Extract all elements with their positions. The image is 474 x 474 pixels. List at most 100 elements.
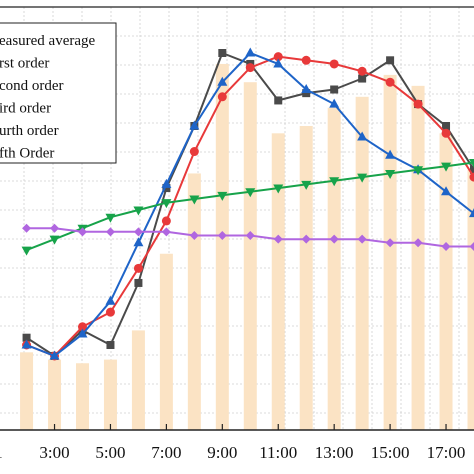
bar-measured-average [271,133,285,430]
marker-first-order [470,165,474,174]
marker-fifth-order [357,234,367,244]
plot-area [20,47,474,430]
x-tick-label: 7:00 [151,443,181,462]
marker-fourth-order [217,191,228,201]
x-tick-label: 11:00 [259,443,297,462]
bars [20,63,474,430]
marker-first-order [218,49,227,57]
marker-fifth-order [413,238,423,248]
marker-fourth-order [329,177,340,187]
x-tick-label: 13:00 [315,443,354,462]
marker-second-order [469,172,474,182]
marker-fourth-order [161,199,172,209]
marker-fifth-order [161,227,171,237]
legend-label-third-order: ird order [0,101,51,117]
legend: easured average rst order cond order ird or… [0,22,117,164]
marker-first-order [274,96,283,105]
marker-second-order [105,307,115,317]
bar-measured-average [20,352,34,430]
marker-fifth-order [50,223,60,233]
marker-third-order [217,76,228,86]
x-tick-label: 9:00 [207,443,237,462]
marker-second-order [441,128,451,138]
marker-third-order [245,47,256,57]
bar-measured-average [131,330,145,430]
marker-second-order [357,66,367,76]
marker-fourth-order [189,195,200,205]
marker-fourth-order [105,213,116,223]
marker-fourth-order [413,166,424,176]
marker-third-order [133,237,144,247]
marker-second-order [245,63,255,73]
marker-fifth-order [441,241,451,251]
bar-measured-average [383,74,397,430]
marker-fourth-order [245,188,256,198]
bar-measured-average [355,96,369,430]
marker-second-order [217,92,227,102]
marker-fourth-order [385,169,396,179]
marker-third-order [21,339,32,349]
legend-label-second-order: cond order [0,78,64,94]
marker-second-order [301,55,311,65]
marker-fourth-order [133,206,144,216]
marker-fourth-order [357,173,368,183]
bar-measured-average [215,63,229,430]
bar-measured-average [103,359,117,430]
bar-measured-average [299,126,313,430]
marker-second-order [273,52,283,62]
marker-first-order [302,89,311,98]
marker-second-order [385,77,395,87]
series-fifth-order [22,223,474,251]
marker-fifth-order [245,231,255,240]
marker-third-order [301,84,312,93]
bar-measured-average [159,253,173,430]
marker-third-order [385,149,396,159]
bar-measured-average [411,85,425,430]
marker-third-order [441,186,452,196]
marker-first-order [386,56,395,65]
marker-fourth-order [49,235,60,245]
marker-first-order [22,333,31,342]
x-tick-label: 5:00 [95,443,125,462]
marker-first-order [330,85,339,94]
bar-measured-average [467,169,474,430]
bar-measured-average [439,133,453,430]
marker-fifth-order [217,231,227,240]
legend-box [0,22,117,164]
marker-fifth-order [469,241,474,251]
marker-fifth-order [189,231,199,240]
marker-fifth-order [22,223,32,233]
marker-fifth-order [77,227,87,237]
marker-second-order [77,322,87,332]
series-lines [21,47,474,361]
bar-measured-average [327,107,341,430]
legend-label-fifth-order: fth Order [0,146,54,162]
marker-third-order [49,350,60,360]
marker-fourth-order [301,180,312,190]
marker-second-order [189,147,199,157]
x-tick-label: 15:00 [371,443,410,462]
marker-third-order [77,328,88,338]
marker-fifth-order [273,234,283,244]
series-third-order [21,47,474,360]
bar-measured-average [243,82,257,430]
marker-first-order [442,122,451,130]
marker-second-order [161,216,171,226]
legend-label-measured-average: easured average [0,33,96,49]
marker-fourth-order [273,184,284,194]
marker-third-order [357,131,368,141]
marker-third-order [329,98,340,108]
marker-third-order [273,58,284,68]
marker-fifth-order [301,234,311,244]
marker-first-order [106,341,115,349]
marker-fifth-order [105,227,115,237]
marker-third-order [105,295,116,305]
marker-third-order [161,178,172,188]
marker-fourth-order [469,159,474,168]
marker-second-order [133,263,143,273]
marker-second-order [329,59,339,69]
marker-first-order [134,278,143,287]
marker-third-order [469,208,474,218]
